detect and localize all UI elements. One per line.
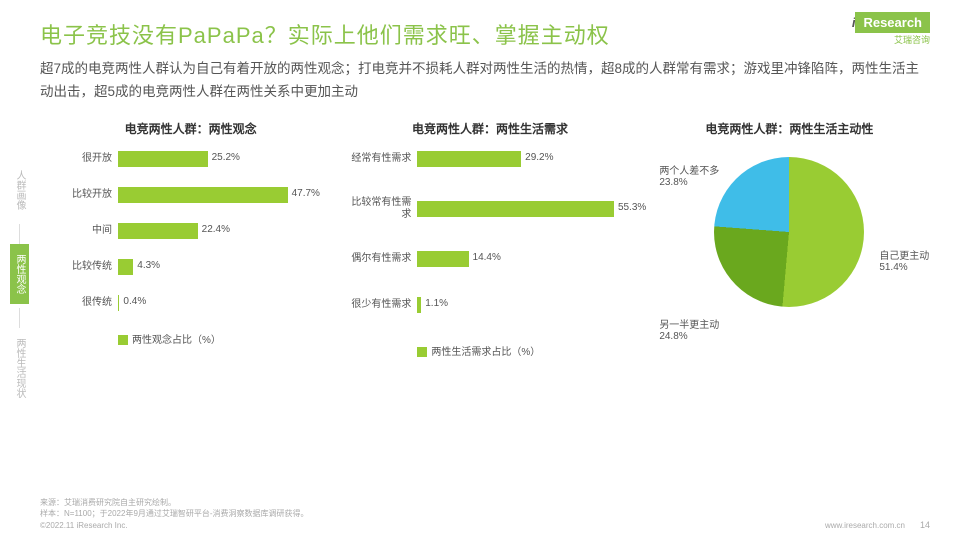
footer-url: www.iresearch.com.cn xyxy=(825,521,905,530)
bar-row: 中间 22.4% xyxy=(50,223,331,239)
bar-row: 很少有性需求 1.1% xyxy=(349,297,630,313)
bar-label: 比较开放 xyxy=(50,189,118,201)
bar-track: 14.4% xyxy=(417,251,630,267)
bar-value: 4.3% xyxy=(137,260,160,271)
bar-fill xyxy=(118,187,288,203)
logo-subtitle: 艾瑞咨询 xyxy=(852,33,930,46)
pie-label-2: 两个人差不多23.8% xyxy=(659,162,719,188)
bar-track: 25.2% xyxy=(118,151,331,167)
chart-2-bars: 经常有性需求 29.2% 比较常有性需求 55.3% 偶尔有性需求 14.4% … xyxy=(349,151,630,313)
bar-row: 比较开放 47.7% xyxy=(50,187,331,203)
bar-value: 22.4% xyxy=(202,224,230,235)
bar-row: 偶尔有性需求 14.4% xyxy=(349,251,630,267)
sidebar-item-2[interactable]: 两性生活现状 xyxy=(10,328,29,408)
bar-track: 1.1% xyxy=(417,297,630,313)
bar-value: 55.3% xyxy=(618,202,646,213)
bar-track: 4.3% xyxy=(118,259,331,275)
chart-3-title: 电竞两性人群：两性生活主动性 xyxy=(649,120,930,137)
header: 电子竞技没有PaPaPa？实际上他们需求旺、掌握主动权 超7成的电竞两性人群认为… xyxy=(0,0,960,112)
sidebar-divider xyxy=(19,308,20,328)
pie-chart xyxy=(714,157,864,307)
bar-fill xyxy=(118,295,119,311)
bar-label: 比较传统 xyxy=(50,261,118,273)
bar-value: 0.4% xyxy=(123,296,146,307)
chart-2: 电竞两性人群：两性生活需求 经常有性需求 29.2% 比较常有性需求 55.3%… xyxy=(349,120,630,358)
bar-row: 经常有性需求 29.2% xyxy=(349,151,630,167)
pie-wrap: 自己更主动51.4% 另一半更主动24.8% 两个人差不多23.8% xyxy=(699,157,879,337)
page-number: 14 xyxy=(920,520,930,530)
chart-1: 电竞两性人群：两性观念 很开放 25.2% 比较开放 47.7% 中间 22.4… xyxy=(50,120,331,358)
chart-2-title: 电竞两性人群：两性生活需求 xyxy=(349,120,630,137)
legend-swatch xyxy=(417,347,427,357)
pie-label-0: 自己更主动51.4% xyxy=(879,247,929,273)
bar-label: 很少有性需求 xyxy=(349,299,417,311)
bar-value: 1.1% xyxy=(425,298,448,309)
bar-track: 55.3% xyxy=(417,201,630,217)
bar-label: 中间 xyxy=(50,225,118,237)
legend-text: 两性观念占比（%） xyxy=(132,335,221,346)
bar-track: 22.4% xyxy=(118,223,331,239)
chart-3: 电竞两性人群：两性生活主动性 自己更主动51.4% 另一半更主动24.8% 两个… xyxy=(649,120,930,358)
bar-row: 很传统 0.4% xyxy=(50,295,331,311)
legend-text: 两性生活需求占比（%） xyxy=(431,347,540,358)
bar-label: 很传统 xyxy=(50,297,118,309)
chart-2-legend: 两性生活需求占比（%） xyxy=(349,343,630,358)
bar-value: 14.4% xyxy=(473,252,501,263)
bar-value: 47.7% xyxy=(292,188,320,199)
bar-track: 0.4% xyxy=(118,295,331,311)
footer-source-1: 来源：艾瑞消费研究院自主研究绘制。 xyxy=(40,497,930,508)
bar-row: 很开放 25.2% xyxy=(50,151,331,167)
page-title: 电子竞技没有PaPaPa？实际上他们需求旺、掌握主动权 xyxy=(40,18,920,50)
bar-label: 偶尔有性需求 xyxy=(349,253,417,265)
sidebar-divider xyxy=(19,224,20,244)
pie-label-1: 另一半更主动24.8% xyxy=(659,316,719,342)
logo-text: Research xyxy=(855,12,930,33)
bar-fill xyxy=(417,201,614,217)
logo: iResearch 艾瑞咨询 xyxy=(852,14,930,46)
bar-label: 很开放 xyxy=(50,153,118,165)
bar-label: 经常有性需求 xyxy=(349,153,417,165)
bar-fill xyxy=(417,151,521,167)
sidebar: 人群画像 两性观念 两性生活现状 xyxy=(10,160,28,412)
bar-track: 47.7% xyxy=(118,187,331,203)
chart-1-legend: 两性观念占比（%） xyxy=(50,331,331,346)
bar-label: 比较常有性需求 xyxy=(349,197,417,221)
chart-1-bars: 很开放 25.2% 比较开放 47.7% 中间 22.4% 比较传统 4.3% … xyxy=(50,151,331,311)
bar-fill xyxy=(118,151,208,167)
chart-1-title: 电竞两性人群：两性观念 xyxy=(50,120,331,137)
bar-track: 29.2% xyxy=(417,151,630,167)
footer-copyright: ©2022.11 iResearch Inc. xyxy=(40,521,930,530)
sidebar-item-1[interactable]: 两性观念 xyxy=(10,244,29,304)
bar-value: 29.2% xyxy=(525,152,553,163)
bar-fill xyxy=(417,297,421,313)
charts-container: 电竞两性人群：两性观念 很开放 25.2% 比较开放 47.7% 中间 22.4… xyxy=(0,112,960,358)
bar-row: 比较常有性需求 55.3% xyxy=(349,197,630,221)
bar-row: 比较传统 4.3% xyxy=(50,259,331,275)
bar-value: 25.2% xyxy=(212,152,240,163)
sidebar-item-0[interactable]: 人群画像 xyxy=(10,160,29,220)
footer-source-2: 样本：N=1100；于2022年9月通过艾瑞智研平台-消费洞察数据库调研获得。 xyxy=(40,508,930,519)
footer: 来源：艾瑞消费研究院自主研究绘制。 样本：N=1100；于2022年9月通过艾瑞… xyxy=(40,497,930,530)
bar-fill xyxy=(417,251,468,267)
bar-fill xyxy=(118,223,198,239)
legend-swatch xyxy=(118,335,128,345)
bar-fill xyxy=(118,259,133,275)
page-subtitle: 超7成的电竞两性人群认为自己有着开放的两性观念；打电竞并不损耗人群对两性生活的热… xyxy=(40,58,920,104)
